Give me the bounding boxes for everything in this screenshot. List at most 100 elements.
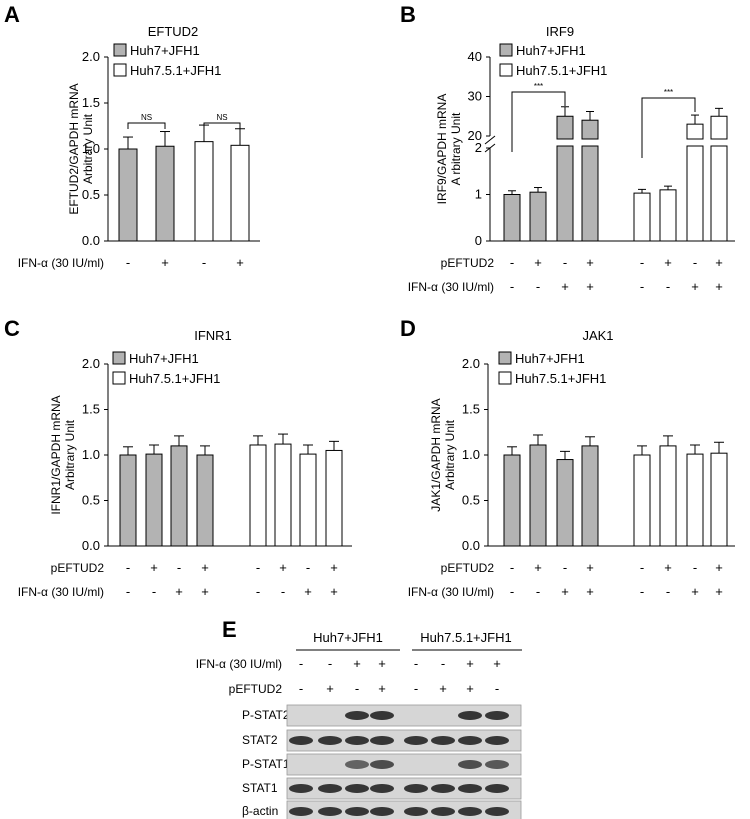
legend-d: Huh7+JFH1 Huh7.5.1+JFH1 xyxy=(498,351,606,386)
y-tick-label: 2.0 xyxy=(462,356,480,371)
blot-band xyxy=(318,807,342,816)
row-sign: + xyxy=(586,584,594,599)
row-sign: + xyxy=(201,584,209,599)
legend-label-white: Huh7.5.1+JFH1 xyxy=(130,63,221,78)
bar xyxy=(581,145,599,242)
row-sign: + xyxy=(534,560,542,575)
blot-band xyxy=(345,736,369,745)
bar xyxy=(196,454,214,547)
bar xyxy=(710,452,728,547)
blot-band xyxy=(431,736,455,745)
row-sign: - xyxy=(640,255,644,270)
row-sign: - xyxy=(306,560,310,575)
bar xyxy=(325,449,343,547)
row-label-ifn: IFN-α (30 IU/ml) xyxy=(18,256,104,270)
blot-band xyxy=(431,807,455,816)
row-sign: + xyxy=(715,255,723,270)
blot-band xyxy=(458,711,482,720)
significance-label: NS xyxy=(216,113,227,122)
row-sign: - xyxy=(177,560,181,575)
y-tick-label: 0 xyxy=(475,233,482,248)
bar xyxy=(299,453,317,547)
chart-d: 0.0 0.5 1.0 1.5 2.0 JAK1/GAPDH mRNA Arbitrary … xyxy=(408,356,735,599)
blot-band xyxy=(345,760,369,769)
row-sign: - xyxy=(640,560,644,575)
y-tick-label: 1.0 xyxy=(82,141,100,156)
y-tick-label: 0.5 xyxy=(82,187,100,202)
significance-label: *** xyxy=(534,82,543,91)
row-sign: - xyxy=(640,279,644,294)
y-tick-label: 1.5 xyxy=(82,402,100,417)
legend-a: Huh7+JFH1 Huh7.5.1+JFH1 xyxy=(113,43,221,78)
significance-bracket xyxy=(641,97,696,158)
blot-band xyxy=(318,784,342,793)
blot-group-label: Huh7+JFH1 xyxy=(313,630,383,645)
legend-label-gray: Huh7+JFH1 xyxy=(516,43,586,58)
bar xyxy=(581,119,599,140)
blot-band xyxy=(370,807,394,816)
blot-band xyxy=(485,711,509,720)
blot-sign: - xyxy=(299,656,303,671)
blot-band xyxy=(485,807,509,816)
legend-swatch-gray xyxy=(498,351,512,365)
bar xyxy=(659,189,677,242)
blot-band xyxy=(289,736,313,745)
blot-sign: - xyxy=(414,656,418,671)
blot-sign: + xyxy=(439,681,447,696)
row-sign: - xyxy=(510,279,514,294)
blot-strip xyxy=(286,753,522,776)
y-axis-label: Arbitrary Unit xyxy=(443,419,457,490)
panel-letter-c: C xyxy=(4,316,20,341)
blot-band xyxy=(458,736,482,745)
row-label-peftud2: pEFTUD2 xyxy=(51,561,105,575)
chart-b: 0 1 220 30 40 IRF9/GAPDH mRNA A rbitrary Unit *… xyxy=(408,49,735,294)
significance-bracket xyxy=(203,122,241,129)
bar xyxy=(659,445,677,547)
row-sign: + xyxy=(279,560,287,575)
row-sign: - xyxy=(536,584,540,599)
legend-b: Huh7+JFH1 Huh7.5.1+JFH1 xyxy=(499,43,607,78)
row-sign: - xyxy=(281,584,285,599)
blot-band xyxy=(485,760,509,769)
blot-band xyxy=(404,807,428,816)
blot-band xyxy=(458,760,482,769)
blot-group-label: Huh7.5.1+JFH1 xyxy=(420,630,511,645)
row-sign: - xyxy=(693,560,697,575)
blot-sign: + xyxy=(493,656,501,671)
y-axis-label: A rbitrary Unit xyxy=(449,112,463,185)
bar xyxy=(633,192,651,242)
blot-band xyxy=(458,807,482,816)
row-sign: - xyxy=(126,560,130,575)
row-sign: + xyxy=(534,255,542,270)
blot-row-label: STAT1 xyxy=(242,781,278,795)
y-tick-label: 0.0 xyxy=(82,538,100,553)
bar xyxy=(686,123,704,140)
row-sign: + xyxy=(150,560,158,575)
y-tick-label: 1 xyxy=(475,187,482,202)
y-tick-label: 20 xyxy=(468,128,482,143)
legend-swatch-white xyxy=(112,371,126,385)
chart-c: 0.0 0.5 1.0 1.5 2.0 IFNR1/GAPDH mRNA Arbitrary… xyxy=(18,356,352,599)
blot-band xyxy=(370,784,394,793)
significance-label: *** xyxy=(664,88,673,97)
row-sign: + xyxy=(715,560,723,575)
blot-band xyxy=(289,784,313,793)
row-sign: - xyxy=(202,255,206,270)
row-sign: + xyxy=(664,560,672,575)
blot-band xyxy=(458,784,482,793)
blot-band xyxy=(370,711,394,720)
legend-label-white: Huh7.5.1+JFH1 xyxy=(515,371,606,386)
panel-letter-b: B xyxy=(400,2,416,27)
y-tick-label: 1.0 xyxy=(82,447,100,462)
row-sign: + xyxy=(664,255,672,270)
panel-title-c: IFNR1 xyxy=(194,328,232,343)
bar xyxy=(145,453,163,547)
bar xyxy=(556,115,574,140)
bar xyxy=(710,115,728,140)
row-sign: + xyxy=(691,584,699,599)
row-sign: + xyxy=(330,560,338,575)
blot-sign: + xyxy=(378,656,386,671)
legend-swatch-white xyxy=(498,371,512,385)
axis-break xyxy=(484,135,496,145)
